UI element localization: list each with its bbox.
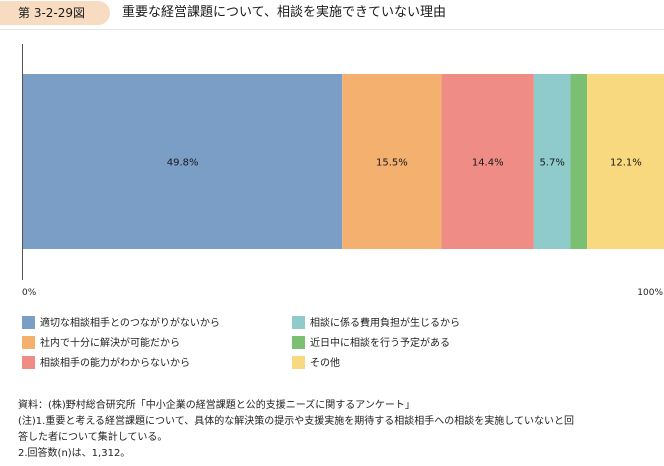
legend-swatch xyxy=(22,335,35,349)
bar-segment xyxy=(587,74,664,249)
figure-title: 重要な経営課題について、相談を実施できていない理由 xyxy=(122,5,446,20)
figure-header: 第 3-2-29図 重要な経営課題について、相談を実施できていない理由 xyxy=(0,0,664,30)
bar-group xyxy=(23,74,664,249)
x-tick-label-min: 0% xyxy=(22,288,37,298)
bar-segment xyxy=(441,74,534,249)
data-label: 5.7% xyxy=(539,158,564,169)
legend-item: 相談に係る費用負担が生じるから xyxy=(292,315,460,332)
header-divider xyxy=(0,29,664,30)
figure-notes: 資料：(株)野村総合研究所「中小企業の経営課題と公的支援ニーズに関するアンケート… xyxy=(18,398,658,462)
legend-swatch xyxy=(292,355,305,369)
legend-label: 社内で十分に解決が可能だから xyxy=(40,338,180,349)
note-1-line-2: 答した者について集計している。 xyxy=(18,432,168,443)
data-label: 14.4% xyxy=(472,158,504,169)
chart-legend: 適切な相談相手とのつながりがないから 社内で十分に解決が可能だから 相談相手の能… xyxy=(22,315,542,376)
legend-swatch xyxy=(292,315,305,329)
data-label: 49.8% xyxy=(167,158,199,169)
data-label: 12.1% xyxy=(610,158,642,169)
x-tick-label-max: 100% xyxy=(637,288,663,298)
legend-swatch xyxy=(22,315,35,329)
bar-segment xyxy=(23,74,343,249)
data-label-group: 49.8% 15.5% 14.4% 5.7% 12.1% xyxy=(167,158,642,169)
legend-label: その他 xyxy=(310,358,340,369)
figure-number-badge: 第 3-2-29図 xyxy=(0,1,110,25)
legend-label: 適切な相談相手とのつながりがないから xyxy=(40,318,220,329)
legend-item: 近日中に相談を行う予定がある xyxy=(292,335,450,352)
legend-swatch xyxy=(292,335,305,349)
note-2: 2.回答数(n)は、1,312。 xyxy=(18,448,131,459)
legend-label: 近日中に相談を行う予定がある xyxy=(310,338,450,349)
note-1-line-1: (注)1.重要と考える経営課題について、具体的な解決策の提示や支援実施を期待する… xyxy=(18,416,574,427)
stacked-bar-chart: 49.8% 15.5% 14.4% 5.7% 12.1% 0% 100% xyxy=(22,44,664,298)
bar-segment xyxy=(570,74,588,249)
data-label: 15.5% xyxy=(376,158,408,169)
legend-item: 適切な相談相手とのつながりがないから xyxy=(22,315,220,332)
legend-label: 相談相手の能力がわからないから xyxy=(40,358,190,369)
source-note: 資料：(株)野村総合研究所「中小企業の経営課題と公的支援ニーズに関するアンケート… xyxy=(18,400,415,411)
legend-item: 社内で十分に解決が可能だから xyxy=(22,335,180,352)
legend-item: その他 xyxy=(292,355,340,372)
legend-label: 相談に係る費用負担が生じるから xyxy=(310,318,460,329)
bar-segment xyxy=(342,74,442,249)
legend-item: 相談相手の能力がわからないから xyxy=(22,355,190,372)
bar-segment xyxy=(533,74,571,249)
legend-swatch xyxy=(22,355,35,369)
